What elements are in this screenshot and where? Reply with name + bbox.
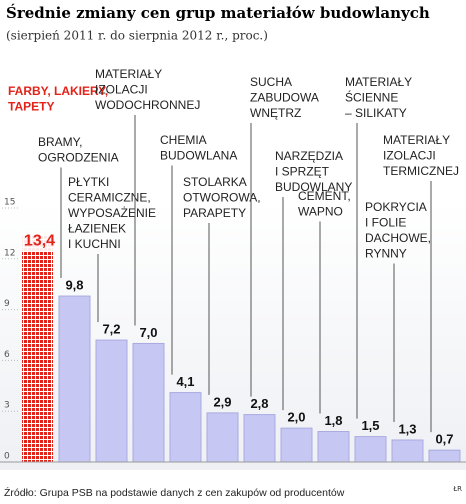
value-label: 2,8 [250,396,268,411]
category-label: MATERIAŁY [345,75,412,89]
category-label: OTWOROWA, [183,191,261,205]
category-label: BUDOWLANA [160,149,237,163]
category-label: FARBY, LAKIERY, [8,84,108,98]
category-label: ŚCIENNE [345,90,398,105]
value-label: 4,1 [176,374,194,389]
bar [132,342,165,463]
category-label: MATERIAŁY [383,133,450,147]
category-label: WYPOSAŻENIE [68,206,156,220]
value-label: 1,3 [398,421,416,436]
category-label: WODOCHRONNEJ [95,98,200,112]
y-tick-label: 9 [4,299,10,309]
credit: ŁR [452,485,462,493]
bar [280,427,313,463]
bar [391,439,424,463]
y-tick-label: 12 [4,248,15,258]
category-label: CHEMIA [160,133,207,147]
y-tick-label: 15 [4,198,15,208]
source: Źródło: Grupa PSB na podstawie danych z … [4,486,345,499]
category-label: NARZĘDZIA [275,149,343,163]
category-label: CERAMICZNE, [68,191,151,205]
value-label: 1,8 [324,413,342,428]
category-label: POKRYCIA [365,200,427,214]
category-label: IZOLACJI [95,83,148,97]
category-label: ŁAZIENEK [68,222,126,236]
bar [428,449,461,463]
bar [243,414,276,463]
category-label: I FOLIE [365,216,406,230]
category-label: I SPRZĘT [275,165,330,179]
chart-title: Średnie zmiany cen grup materiałów budow… [6,4,430,22]
value-label: 2,9 [213,394,231,409]
value-label: 13,4 [24,232,55,249]
category-label: I KUCHNI [68,237,121,251]
bar [58,295,91,463]
value-label: 1,5 [361,418,379,433]
category-label: WAPNO [298,205,343,219]
category-label: PARAPETY [183,206,246,220]
category-label: DACHOWE, [365,231,431,245]
category-label: ZABUDOWA [250,91,319,105]
bar [95,339,128,463]
category-label: PŁYTKI [68,175,109,189]
y-tick-label: 0 [4,452,10,462]
category-label: WNĘTRZ [250,106,301,120]
category-label: RYNNY [365,247,407,261]
category-label: – SILIKATY [345,106,407,120]
bar [169,392,202,463]
category-label: BRAMY, [38,135,82,149]
value-label-bg [19,231,58,252]
y-tick-label: 3 [4,401,10,411]
y-tick-label: 6 [4,350,10,360]
chart-subtitle: (sierpień 2011 r. do sierpnia 2012 r., p… [6,29,268,43]
bar [22,235,53,462]
value-label: 9,8 [65,277,83,292]
value-label: 2,0 [287,410,305,425]
value-label: 7,0 [139,325,157,340]
bar [206,412,239,463]
category-label: BUDOWLANY [275,180,352,194]
category-label: OGRODZENIA [38,151,119,165]
category-label: TAPETY [8,100,54,114]
value-label: 0,7 [435,432,453,447]
value-label: 7,2 [102,322,120,337]
category-label: MATERIAŁY [95,67,162,81]
bar [317,431,350,463]
category-label: CEMENT, [298,189,351,203]
category-label: TERMICZNEJ [383,164,459,178]
bar [354,436,387,463]
category-label: STOLARKA [183,175,247,189]
category-label: SUCHA [250,75,292,89]
category-label: IZOLACJI [383,149,436,163]
